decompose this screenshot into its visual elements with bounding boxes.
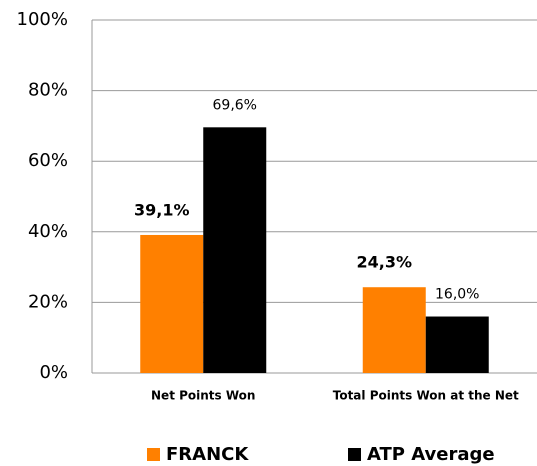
data-label: 24,3% xyxy=(356,253,412,272)
legend-label: ATP Average xyxy=(367,444,495,465)
bar xyxy=(203,127,267,373)
bar xyxy=(362,287,426,373)
x-tick-label: Net Points Won xyxy=(151,389,255,403)
bar xyxy=(140,234,204,373)
bar xyxy=(425,316,489,373)
data-label: 39,1% xyxy=(134,200,190,219)
x-tick-label: Total Points Won at the Net xyxy=(333,389,519,403)
y-tick-label: 100% xyxy=(17,9,68,30)
y-tick-label: 80% xyxy=(28,80,68,101)
legend-label: FRANCK xyxy=(166,444,249,465)
legend-swatch xyxy=(147,448,160,461)
y-tick-label: 60% xyxy=(28,150,68,171)
legend-swatch xyxy=(348,448,361,461)
data-label: 69,6% xyxy=(213,97,257,113)
y-tick-label: 20% xyxy=(28,291,68,312)
y-tick-label: 0% xyxy=(39,362,68,383)
y-tick-label: 40% xyxy=(28,221,68,242)
data-label: 16,0% xyxy=(435,287,479,303)
